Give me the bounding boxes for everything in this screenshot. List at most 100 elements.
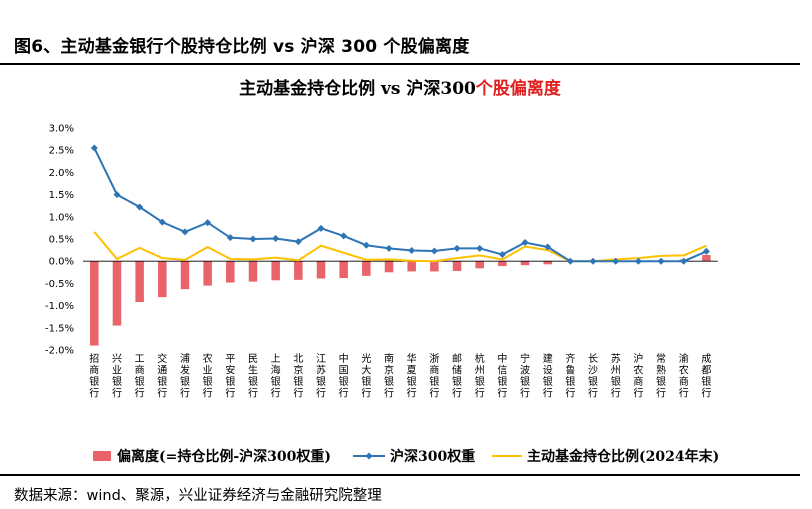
legend-bar-label: 偏离度(=持仓比例-沪深300权重) [117,448,331,465]
y-tick-label: -0.5% [45,279,74,290]
hs300-point [680,257,688,265]
x-tick-label: 宁波银行 [520,352,530,400]
y-tick-label: 3.0% [49,124,74,135]
deviation-bar [498,261,507,267]
hs300-point [612,257,620,265]
x-tick-label: 邮储银行 [452,352,462,400]
hs300-point [340,232,348,240]
x-tick-label: 苏州银行 [611,352,621,400]
deviation-bar [226,261,235,283]
series-lines [90,144,710,265]
legend-hs300-label: 沪深300权重 [390,448,475,465]
hs300-point [544,243,552,251]
hs300-point [294,238,302,246]
fund-holding-line [93,231,707,263]
x-tick-label: 平安银行 [225,354,235,400]
hs300-point [408,247,416,255]
y-tick-label: -1.5% [45,323,74,334]
hs300-point [657,257,665,265]
hs300-point [249,235,257,243]
hs300-point [702,247,710,255]
x-tick-label: 常熟银行 [656,352,666,400]
x-tick-label: 光大银行 [361,352,371,400]
y-tick-label: -2.0% [45,346,74,357]
x-tick-label: 齐鲁银行 [565,352,575,400]
deviation-bar [135,261,144,303]
source-note: 数据来源：wind、聚源，兴业证券经济与金融研究院整理 [14,488,382,504]
x-tick-label: 沪农商行 [633,352,643,400]
hs300-point [521,239,529,247]
deviation-bar [316,261,326,279]
deviation-bar [112,261,122,326]
deviation-bar [294,261,303,280]
hs300-point [90,144,98,152]
deviation-bar [180,261,190,290]
hs300-point [317,224,325,232]
hs300-point [498,251,506,259]
hs300-point [136,203,144,211]
legend-hs300-marker [365,452,373,460]
x-tick-label: 浙商银行 [429,353,439,400]
x-tick-label: 农业银行 [203,352,213,400]
deviation-bar [384,261,394,273]
deviation-bar [203,261,212,286]
hs300-point [204,219,212,227]
deviation-bar [452,261,462,271]
x-tick-label: 招商银行 [89,352,99,400]
deviation-bar [407,261,416,272]
y-tick-label: 0.5% [49,235,74,246]
x-tick-label: 中国银行 [339,352,349,400]
chart-title: 主动基金持仓比例 vs 沪深300个股偏离度 [239,78,562,99]
deviation-bar [158,261,167,298]
hs300-point [362,241,370,249]
x-tick-label: 北京银行 [293,353,303,400]
deviation-bar [543,261,552,265]
x-tick-label: 民生银行 [248,353,258,400]
hs300-point [158,218,166,226]
hs300-point [226,234,234,242]
header-rule [0,63,800,65]
deviation-bar [90,261,99,346]
hs300-weight-line [93,147,707,263]
deviation-bar [248,261,258,282]
x-tick-label: 交通银行 [157,352,167,400]
legend-bar-swatch [93,451,111,461]
footer-rule [0,474,800,476]
deviation-bars [90,254,711,346]
x-tick-label: 工商银行 [135,354,145,400]
chart-title-main: 主动基金持仓比例 vs 沪深300 [239,78,476,99]
figure-title: 图6、主动基金银行个股持仓比例 vs 沪深 300 个股偏离度 [14,37,470,57]
hs300-point [113,191,121,199]
x-tick-label: 长沙银行 [588,353,598,400]
x-tick-label: 江苏银行 [316,353,326,400]
x-tick-label: 南京银行 [384,352,394,400]
x-tick-label: 浦发银行 [180,352,190,400]
chart-title-highlight: 个股偏离度 [475,78,562,99]
x-tick-label: 渝农商行 [679,352,689,400]
hs300-point [634,257,642,265]
deviation-bar [520,261,530,266]
x-tick-label: 兴业银行 [112,353,122,400]
deviation-bar [339,261,348,279]
x-tick-label: 杭州银行 [475,352,485,400]
x-tick-label: 华夏银行 [407,352,417,400]
deviation-bar [430,261,439,272]
legend-fund-label: 主动基金持仓比例(2024年末) [527,448,719,465]
deviation-bar [702,254,711,262]
deviation-bar [362,261,371,276]
x-tick-label: 成都银行 [701,353,711,400]
y-tick-label: 2.5% [49,146,74,157]
y-tick-label: 1.0% [49,212,74,223]
x-tick-label: 建设银行 [543,352,553,400]
hs300-point [476,244,484,252]
hs300-point [566,257,574,265]
deviation-bar [475,261,484,269]
y-tick-label: 1.5% [49,190,74,201]
hs300-point [453,244,461,252]
hs300-point [272,235,280,243]
hs300-point [181,228,189,236]
x-tick-label: 上海银行 [271,353,281,400]
x-tick-label: 中信银行 [497,352,507,400]
hs300-point [589,257,597,265]
